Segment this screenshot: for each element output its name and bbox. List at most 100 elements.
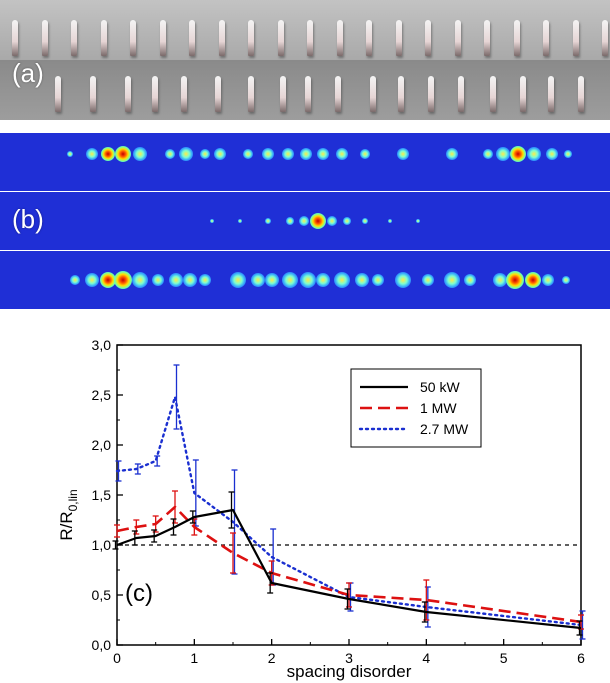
beam-spot	[564, 150, 572, 158]
x-tick-label: 2	[268, 650, 276, 666]
tip-structure	[125, 76, 131, 112]
beam-spot	[343, 217, 351, 225]
y-tick-label: 2,0	[92, 437, 112, 453]
tip-structure	[305, 76, 311, 112]
y-tick-label: 1,0	[92, 537, 112, 553]
beam-spot	[362, 218, 368, 224]
y-tick-label: 0,5	[92, 587, 112, 603]
beam-spot	[265, 273, 279, 287]
beam-spot	[300, 272, 316, 288]
beam-spot	[114, 271, 132, 289]
beam-spot	[282, 148, 294, 160]
tip-structure	[335, 76, 341, 112]
beam-spot	[70, 275, 80, 285]
beam-spot	[372, 274, 384, 286]
y-axis-label: R/R0,lin	[57, 489, 80, 540]
beam-spot	[132, 272, 148, 288]
beam-spot	[262, 148, 274, 160]
y-tick-label: 1,5	[92, 487, 112, 503]
beam-spot	[310, 213, 326, 229]
tip-structure	[520, 76, 526, 112]
legend-label: 2.7 MW	[420, 421, 469, 437]
y-tick-label: 2,5	[92, 387, 112, 403]
beam-spot	[327, 216, 337, 226]
beam-spot	[100, 272, 116, 288]
tip-structure	[277, 20, 284, 56]
beam-spot	[265, 218, 271, 224]
tip-structure	[215, 76, 221, 112]
series-line	[116, 505, 582, 624]
beam-spot	[85, 273, 99, 287]
beam-spot	[214, 148, 226, 160]
beam-spot	[199, 274, 211, 286]
beam-spot	[101, 147, 115, 161]
tip-structure	[71, 20, 77, 56]
y-tick-label: 0,0	[92, 637, 112, 653]
tip-structure	[189, 20, 195, 56]
series-2-7-mw	[115, 364, 586, 640]
tip-structure	[425, 20, 431, 56]
beam-spot	[133, 147, 147, 161]
tip-structure	[548, 76, 554, 112]
ratio-vs-disorder-chart: 0,0 0,5 1,0 1,5 2,0 2,5 3,0 0 1 2 3 4 5 6 spacing di…	[57, 337, 586, 681]
beam-spot	[299, 216, 309, 226]
tip-structure	[490, 76, 496, 112]
tip-structure	[336, 20, 343, 56]
series-line	[116, 508, 582, 630]
tip-structure	[218, 20, 225, 56]
beam-spot	[200, 149, 210, 159]
beam-spot	[334, 272, 350, 288]
beam-spot	[243, 149, 253, 159]
beam-spot	[444, 272, 460, 288]
beam-spot	[183, 273, 197, 287]
beam-spot	[464, 274, 476, 286]
panel-c-label: (c)	[125, 580, 153, 607]
x-tick-label: 3	[345, 650, 353, 666]
beam-spot	[251, 273, 265, 287]
beam-spot	[282, 272, 298, 288]
tip-structure	[181, 76, 187, 112]
tip-structure	[602, 20, 608, 56]
y-axis-label-subscript: 0,lin	[66, 489, 80, 511]
tip-structure	[366, 20, 372, 56]
x-tick-label: 6	[577, 650, 585, 666]
beam-spot	[525, 272, 541, 288]
beam-spot	[483, 149, 493, 159]
tip-structure	[152, 76, 158, 112]
beam-spot	[316, 273, 330, 287]
tip-structure	[428, 76, 434, 112]
beam-spot	[355, 273, 369, 287]
tip-structure	[130, 20, 136, 56]
tip-structure	[454, 20, 461, 56]
beam-spot	[416, 219, 420, 223]
beam-spot	[422, 274, 434, 286]
beam-spot	[317, 148, 329, 160]
tip-structure	[159, 20, 166, 56]
tip-structure	[90, 76, 96, 112]
tip-structure	[395, 20, 402, 56]
beam-spot	[67, 151, 73, 157]
beam-spot	[360, 149, 370, 159]
panel-b-label: (b)	[12, 204, 44, 234]
beam-spot	[179, 147, 193, 161]
tip-structure	[398, 76, 404, 112]
tip-structure	[543, 20, 549, 56]
beam-spot	[562, 276, 570, 284]
legend-label: 50 kW	[420, 379, 460, 395]
x-tick-label: 0	[113, 650, 121, 666]
x-tick-label: 4	[422, 650, 430, 666]
tip-structure	[484, 20, 490, 56]
beam-spot	[546, 148, 558, 160]
beam-spot	[493, 273, 507, 287]
beam-spot	[542, 274, 554, 286]
tip-structure	[248, 20, 254, 56]
beam-row-top	[0, 133, 610, 191]
legend: 50 kW 1 MW 2.7 MW	[350, 368, 482, 448]
beam-spot	[238, 219, 242, 223]
y-tick-label: 3,0	[92, 337, 112, 353]
series-50-kw	[112, 491, 583, 636]
tip-structure	[572, 20, 579, 56]
beam-spot	[496, 147, 510, 161]
beam-spot	[286, 217, 294, 225]
tip-structure	[41, 20, 48, 56]
